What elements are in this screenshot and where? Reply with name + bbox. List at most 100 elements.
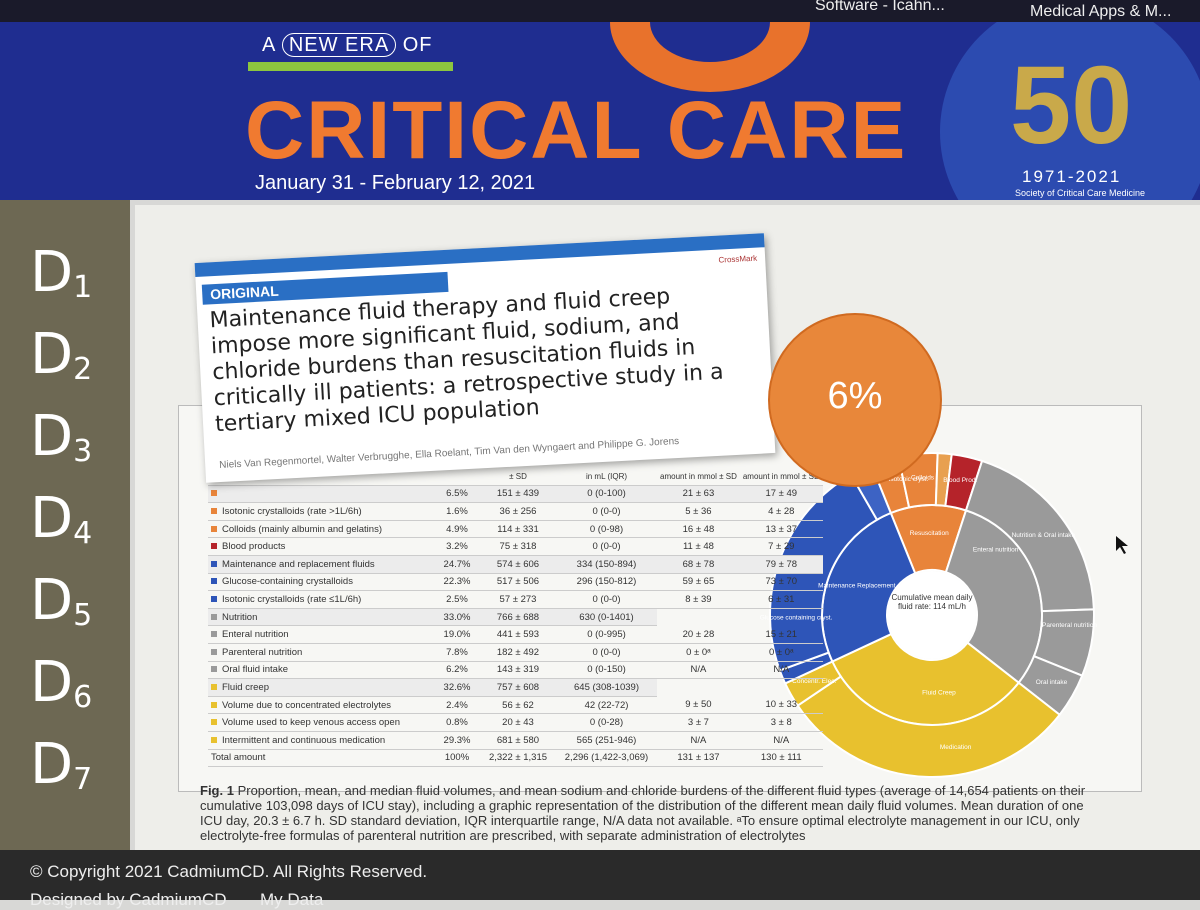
cell: Volume due to concentrated electrolytes [208, 696, 434, 715]
letter: D [30, 404, 74, 469]
cell: 75 ± 318 [480, 537, 556, 556]
tab[interactable]: Medical Apps & M... [1030, 3, 1172, 20]
cell: 4.9% [434, 520, 480, 539]
row: Maintenance and replacement fluids 24.7% 5… [208, 555, 823, 574]
cell: 0 (0-995) [556, 625, 657, 644]
segment-label: Enteral nutrition [973, 546, 1019, 553]
cell-text: 100% [444, 752, 470, 764]
cell [208, 485, 434, 504]
cell: 130 ± 111 [739, 749, 823, 768]
header: ± SD [480, 468, 556, 486]
cell-text: 0 (0-150) [587, 664, 626, 676]
sidebar-item[interactable]: D4 [30, 486, 92, 551]
sidebar-item[interactable]: D2 [30, 322, 92, 387]
cell: 20 ± 28 [657, 625, 740, 644]
letter: D [30, 322, 74, 387]
letter: D [30, 240, 74, 305]
segment-label: Maintenance Replacement [818, 583, 896, 590]
cell: 0 (0-98) [556, 520, 657, 539]
cell: N/A [657, 661, 740, 680]
cell-text: 7 ± 29 [768, 541, 795, 553]
cell: 565 (251-946) [556, 731, 657, 750]
badge-text: 6% [827, 375, 883, 417]
cell: 114 ± 331 [480, 520, 556, 539]
cell-text: 334 (150-894) [576, 558, 637, 570]
swatch [211, 719, 217, 726]
cell: 68 ± 78 [657, 555, 740, 574]
crossmark[interactable]: CrossMark [718, 253, 758, 265]
segment-label: Fluid Creep [922, 690, 956, 697]
tab[interactable]: Software - Icahn... [815, 0, 945, 14]
cell: 0 (0-0) [556, 590, 657, 609]
cell-text: 5 ± 36 [685, 505, 712, 517]
cell-text: 8 ± 39 [685, 593, 712, 605]
sidebar-item[interactable]: D6 [30, 650, 92, 715]
cell: 32.6% [434, 678, 480, 697]
cell: 0 (0-0) [556, 502, 657, 521]
sidebar-item[interactable]: D3 [30, 404, 92, 469]
cell-text: 0 (0-98) [589, 523, 624, 535]
segment-label: Glucose containing cryst. [760, 615, 833, 622]
cell: Fluid creep [208, 678, 434, 697]
cell-text: 0 (0-0) [592, 593, 621, 605]
cell-text: 24.7% [443, 558, 471, 570]
footer-link[interactable]: Designed by CadmiumCD [30, 890, 227, 909]
cell-text: 2.4% [446, 699, 468, 711]
cell: 0.8% [434, 713, 480, 732]
cell: 645 (308-1039) [556, 678, 657, 697]
cell: 151 ± 439 [480, 485, 556, 504]
cell-text: 143 ± 319 [496, 664, 540, 676]
cell: 4 ± 28 [739, 502, 823, 521]
footer-link[interactable]: My Data [260, 890, 324, 909]
cell-text: N/A [690, 664, 707, 676]
cell-text: 59 ± 65 [682, 576, 715, 588]
header: amount in mmol ± SD [739, 468, 823, 486]
banner-art [248, 22, 1200, 200]
sidebar-item[interactable]: D7 [30, 732, 92, 797]
cell: 0 ± 0ᵃ [657, 643, 740, 662]
cell-text: 4.9% [446, 523, 468, 535]
swatch [211, 578, 217, 585]
swatch [211, 683, 217, 690]
row: Oral fluid intake 6.2% 143 ± 319 0 (0-150) N… [208, 661, 823, 680]
sidebar-item[interactable]: D5 [30, 568, 92, 633]
cell: 19.0% [434, 625, 480, 644]
header: amount in mmol ± SD [657, 468, 740, 486]
cell: 36 ± 256 [480, 502, 556, 521]
segment-label: Parenteral nutrition [1042, 622, 1097, 629]
cell-text: 3.2% [446, 541, 468, 553]
cell: 42 (22-72) [556, 696, 657, 715]
cell: Glucose-containing crystalloids [208, 573, 434, 592]
cell: 681 ± 580 [480, 731, 556, 750]
kicker: A NEW ERA OF [262, 33, 433, 57]
letter: D [30, 568, 74, 633]
header: in mL (IQR) [556, 468, 657, 486]
cell-text: 517 ± 506 [496, 576, 540, 588]
cell-text: 131 ± 137 [677, 752, 720, 764]
cell-text: 3 ± 7 [687, 717, 709, 729]
cell-text: 9 ± 50 [685, 699, 712, 711]
cell-text: 0 (0-100) [587, 488, 626, 500]
cell: 7 ± 29 [739, 537, 823, 556]
cell-text: 68 ± 78 [682, 558, 715, 570]
cell: 1.6% [434, 502, 480, 521]
cell: 8 ± 39 [657, 590, 740, 609]
cell: 0 (0-150) [556, 661, 657, 680]
cell-text: 0 ± 0ᵃ [686, 646, 711, 658]
cell: 57 ± 273 [480, 590, 556, 609]
row: Parenteral nutrition 7.8% 182 ± 492 0 (0-0)… [208, 643, 823, 662]
segment-label: Concentr. Elec. [792, 678, 836, 685]
cell: Blood products [208, 537, 434, 556]
segment-label: Resuscitation [910, 530, 949, 537]
cell-text: N/A [773, 734, 790, 746]
banner: A NEW ERA OF CRITICAL CARE January 31 - … [0, 22, 1200, 200]
cell-text: 441 ± 593 [496, 629, 540, 641]
cell: 441 ± 593 [480, 625, 556, 644]
cell: 11 ± 48 [657, 537, 740, 556]
cell-text: 10 ± 33 [765, 699, 798, 711]
cell-text: 2.5% [446, 593, 468, 605]
row: 6.5% 151 ± 439 0 (0-100) 21 ± 63 17 ± 49 [208, 485, 823, 504]
sidebar-item[interactable]: D1 [30, 240, 92, 305]
title: CRITICAL CARE [245, 85, 908, 176]
